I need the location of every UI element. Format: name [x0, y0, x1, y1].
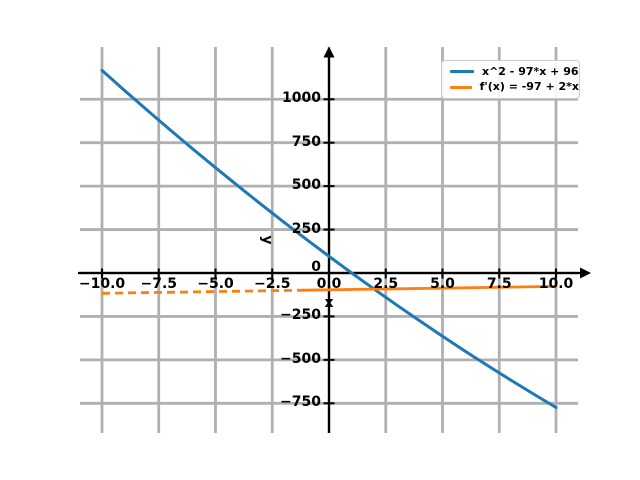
x-tick-label: −5.0: [197, 276, 234, 292]
x-axis-label: x: [324, 295, 334, 311]
x-tick-label: 7.5: [486, 276, 512, 292]
y-tick-label: 500: [291, 177, 321, 194]
series-line-1: [302, 285, 558, 292]
legend-label: f'(x) = -97 + 2*x: [479, 80, 579, 94]
y-tick-label: −750: [280, 394, 321, 411]
x-tick-label: −10.0: [78, 276, 126, 292]
y-axis-label: y: [259, 235, 275, 245]
y-tick-label: 0: [311, 259, 321, 275]
legend: x^2 - 97*x + 96 f'(x) = -97 + 2*x: [441, 60, 580, 99]
y-tick-label: 750: [291, 133, 321, 150]
y-tick-label: −250: [280, 307, 321, 324]
series-line-1-dashed-part: [101, 288, 305, 295]
y-axis-arrow: [323, 46, 335, 58]
x-tick-label: 5.0: [430, 276, 455, 292]
legend-line-sample-orange: [450, 85, 472, 89]
x-tick-label: 0.0: [316, 276, 342, 292]
series-line-0: [100, 68, 558, 409]
x-tick-label: −7.5: [140, 276, 178, 292]
x-tick-label: 10.0: [538, 276, 574, 292]
y-tick-label: 1000: [282, 90, 321, 107]
legend-line-sample-blue: [450, 70, 474, 74]
y-tick-label: 250: [291, 220, 321, 237]
y-tick-label: −500: [280, 350, 321, 367]
x-tick-label: −2.5: [253, 276, 291, 292]
legend-label: x^2 - 97*x + 96: [482, 64, 579, 78]
legend-entry: x^2 - 97*x + 96: [442, 65, 579, 79]
x-tick-label: 2.5: [373, 276, 399, 292]
legend-entry: f'(x) = -97 + 2*x: [442, 80, 579, 94]
x-axis-arrow: [580, 267, 591, 279]
